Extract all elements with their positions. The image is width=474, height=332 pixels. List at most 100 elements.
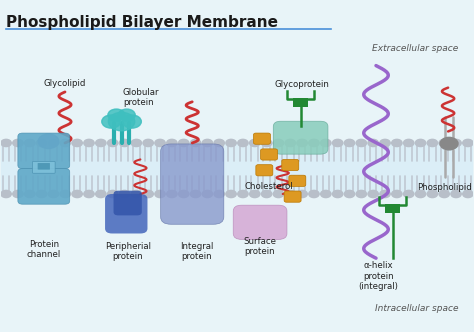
Circle shape (72, 139, 82, 146)
Circle shape (238, 190, 248, 198)
Circle shape (273, 190, 283, 198)
Circle shape (155, 139, 165, 146)
FancyBboxPatch shape (256, 165, 273, 176)
Circle shape (96, 139, 106, 146)
FancyBboxPatch shape (18, 133, 70, 169)
Circle shape (36, 139, 47, 146)
Text: Globular
protein: Globular protein (123, 88, 159, 107)
Text: Glycolipid: Glycolipid (44, 79, 86, 88)
Circle shape (451, 139, 461, 146)
Circle shape (202, 139, 212, 146)
FancyBboxPatch shape (289, 175, 306, 186)
Circle shape (109, 112, 135, 131)
Circle shape (344, 139, 355, 146)
Circle shape (392, 190, 402, 198)
Circle shape (25, 139, 35, 146)
Circle shape (309, 190, 319, 198)
Circle shape (167, 190, 177, 198)
FancyBboxPatch shape (161, 144, 224, 224)
FancyBboxPatch shape (114, 191, 142, 215)
Circle shape (167, 139, 177, 146)
Circle shape (25, 190, 35, 198)
Circle shape (60, 190, 71, 198)
Circle shape (191, 190, 201, 198)
Circle shape (108, 139, 118, 146)
FancyBboxPatch shape (233, 205, 287, 239)
Circle shape (250, 139, 260, 146)
Circle shape (119, 139, 130, 146)
Circle shape (403, 139, 414, 146)
Text: Extracellular space: Extracellular space (372, 44, 458, 53)
Circle shape (415, 190, 426, 198)
Circle shape (309, 139, 319, 146)
Circle shape (320, 190, 331, 198)
Circle shape (368, 190, 378, 198)
Circle shape (273, 139, 283, 146)
Text: Integral
protein: Integral protein (180, 242, 214, 261)
Circle shape (179, 139, 189, 146)
Circle shape (122, 115, 141, 128)
Text: Protein
channel: Protein channel (27, 240, 61, 260)
Circle shape (285, 190, 295, 198)
Circle shape (439, 190, 449, 198)
FancyBboxPatch shape (37, 163, 50, 170)
Circle shape (84, 139, 94, 146)
Circle shape (96, 190, 106, 198)
Circle shape (131, 190, 142, 198)
Circle shape (380, 139, 390, 146)
Circle shape (108, 109, 125, 121)
Text: Cholesterol: Cholesterol (245, 183, 293, 192)
Text: Peripherial
protein: Peripherial protein (105, 242, 151, 261)
Circle shape (118, 109, 135, 121)
Text: α-helix
protein
(integral): α-helix protein (integral) (358, 262, 398, 291)
Text: Glycoprotein: Glycoprotein (274, 80, 329, 89)
Circle shape (368, 139, 378, 146)
Circle shape (332, 139, 343, 146)
Text: Intracellular space: Intracellular space (375, 303, 458, 312)
Circle shape (344, 190, 355, 198)
Circle shape (262, 139, 272, 146)
FancyBboxPatch shape (1, 143, 473, 194)
Circle shape (60, 139, 71, 146)
Circle shape (36, 190, 47, 198)
Circle shape (202, 190, 212, 198)
Circle shape (226, 190, 236, 198)
Circle shape (297, 139, 307, 146)
Circle shape (297, 190, 307, 198)
FancyBboxPatch shape (273, 121, 328, 154)
Circle shape (72, 190, 82, 198)
Text: Phospholipid Bilayer Membrane: Phospholipid Bilayer Membrane (6, 15, 278, 30)
Circle shape (108, 190, 118, 198)
Circle shape (427, 139, 438, 146)
FancyBboxPatch shape (33, 161, 55, 173)
Circle shape (226, 139, 236, 146)
Circle shape (214, 190, 224, 198)
Circle shape (415, 139, 426, 146)
Circle shape (440, 137, 458, 150)
Text: Phospholipid: Phospholipid (417, 183, 472, 192)
Circle shape (238, 139, 248, 146)
Circle shape (214, 139, 224, 146)
Circle shape (356, 139, 366, 146)
Circle shape (48, 139, 59, 146)
Circle shape (332, 190, 343, 198)
Circle shape (320, 139, 331, 146)
Circle shape (356, 190, 366, 198)
Circle shape (84, 190, 94, 198)
Circle shape (13, 139, 23, 146)
Circle shape (1, 190, 11, 198)
Circle shape (463, 139, 473, 146)
Circle shape (131, 139, 142, 146)
FancyBboxPatch shape (385, 204, 400, 213)
Circle shape (102, 115, 120, 128)
FancyBboxPatch shape (261, 149, 277, 160)
Circle shape (191, 139, 201, 146)
Circle shape (1, 139, 11, 146)
Circle shape (427, 190, 438, 198)
Circle shape (451, 190, 461, 198)
Circle shape (380, 190, 390, 198)
Circle shape (48, 190, 59, 198)
Circle shape (179, 190, 189, 198)
Circle shape (143, 190, 154, 198)
Circle shape (262, 190, 272, 198)
